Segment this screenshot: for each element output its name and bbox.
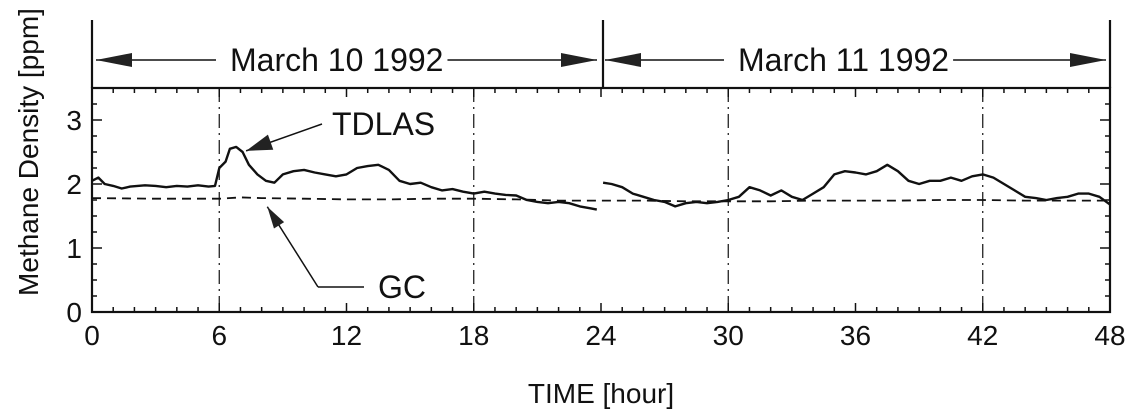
tdlas-line-segment-2 bbox=[602, 163, 1111, 208]
y-tick-label-3: 3 bbox=[66, 105, 82, 136]
date-band-arrows: March 10 1992 March 11 1992 bbox=[96, 42, 1106, 78]
x-tick-label-18: 18 bbox=[458, 320, 489, 351]
y-tick-labels: 0 1 2 3 bbox=[66, 105, 82, 328]
annotations: TDLAS GC bbox=[245, 106, 435, 305]
x-tick-label-48: 48 bbox=[1094, 320, 1125, 351]
x-tick-label-36: 36 bbox=[840, 320, 871, 351]
y-axis-label: Methane Density [ppm] bbox=[13, 8, 44, 296]
x-tick-label-42: 42 bbox=[967, 320, 998, 351]
date-band-arrowhead-right-1 bbox=[561, 53, 597, 67]
date-band-label-1: March 10 1992 bbox=[230, 42, 443, 78]
x-tick-labels: 0 6 12 18 24 30 36 42 48 bbox=[84, 320, 1125, 351]
date-band-arrowhead-right-2 bbox=[1070, 53, 1106, 67]
y-tick-label-0: 0 bbox=[66, 297, 82, 328]
axis-ticks bbox=[91, 87, 1111, 313]
date-band-arrowhead-left-1 bbox=[96, 53, 132, 67]
y-tick-label-2: 2 bbox=[66, 169, 82, 200]
series-lines bbox=[91, 145, 1111, 211]
gc-annotation-arrowhead bbox=[267, 206, 285, 229]
y-tick-label-1: 1 bbox=[66, 233, 82, 264]
gc-annotation-label: GC bbox=[378, 269, 426, 305]
date-band-arrowhead-left-2 bbox=[605, 53, 641, 67]
x-tick-label-24: 24 bbox=[585, 320, 616, 351]
tdlas-annotation-label: TDLAS bbox=[332, 106, 435, 142]
x-tick-label-30: 30 bbox=[713, 320, 744, 351]
x-tick-label-0: 0 bbox=[84, 320, 100, 351]
x-tick-label-12: 12 bbox=[331, 320, 362, 351]
gc-line-segment-1 bbox=[91, 196, 1110, 203]
x-tick-label-6: 6 bbox=[211, 320, 227, 351]
x-axis-label: TIME [hour] bbox=[528, 378, 674, 409]
date-band-label-2: March 11 1992 bbox=[738, 42, 949, 78]
tdlas-line-segment-1 bbox=[91, 145, 598, 211]
tdlas-annotation-arrowhead bbox=[246, 134, 274, 151]
